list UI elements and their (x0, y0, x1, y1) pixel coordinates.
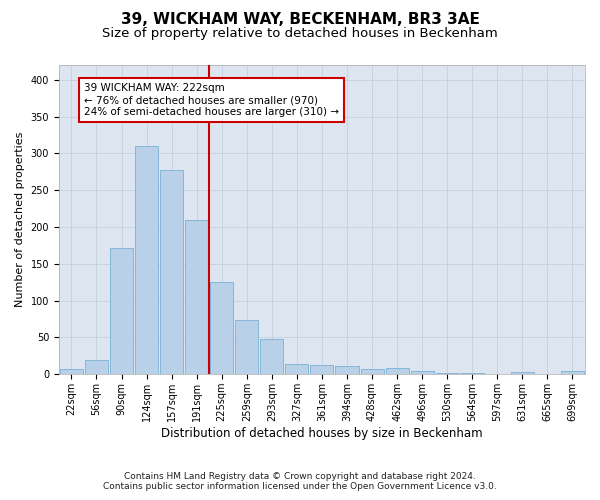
Bar (561, 372, 584, 374)
Text: 39 WICKHAM WAY: 222sqm
← 76% of detached houses are smaller (970)
24% of semi-de: 39 WICKHAM WAY: 222sqm ← 76% of detached… (84, 84, 339, 116)
Bar (85, 360, 108, 374)
Text: Contains HM Land Registry data © Crown copyright and database right 2024.: Contains HM Land Registry data © Crown c… (124, 472, 476, 481)
Bar (135, 146, 158, 374)
Y-axis label: Number of detached properties: Number of detached properties (15, 132, 25, 308)
Bar (511, 372, 534, 374)
Bar (436, 373, 459, 374)
Text: Size of property relative to detached houses in Beckenham: Size of property relative to detached ho… (102, 28, 498, 40)
Bar (386, 368, 409, 374)
Bar (410, 370, 434, 374)
Text: Contains public sector information licensed under the Open Government Licence v3: Contains public sector information licen… (103, 482, 497, 491)
Bar (210, 282, 233, 374)
Text: 39, WICKHAM WAY, BECKENHAM, BR3 3AE: 39, WICKHAM WAY, BECKENHAM, BR3 3AE (121, 12, 479, 28)
Bar (310, 364, 334, 374)
X-axis label: Distribution of detached houses by size in Beckenham: Distribution of detached houses by size … (161, 427, 483, 440)
Bar (286, 364, 308, 374)
Bar (335, 366, 359, 374)
Bar (361, 369, 383, 374)
Bar (185, 220, 208, 374)
Bar (110, 248, 133, 374)
Bar (60, 369, 83, 374)
Bar (235, 320, 259, 374)
Bar (260, 339, 283, 374)
Bar (461, 373, 484, 374)
Bar (160, 170, 183, 374)
